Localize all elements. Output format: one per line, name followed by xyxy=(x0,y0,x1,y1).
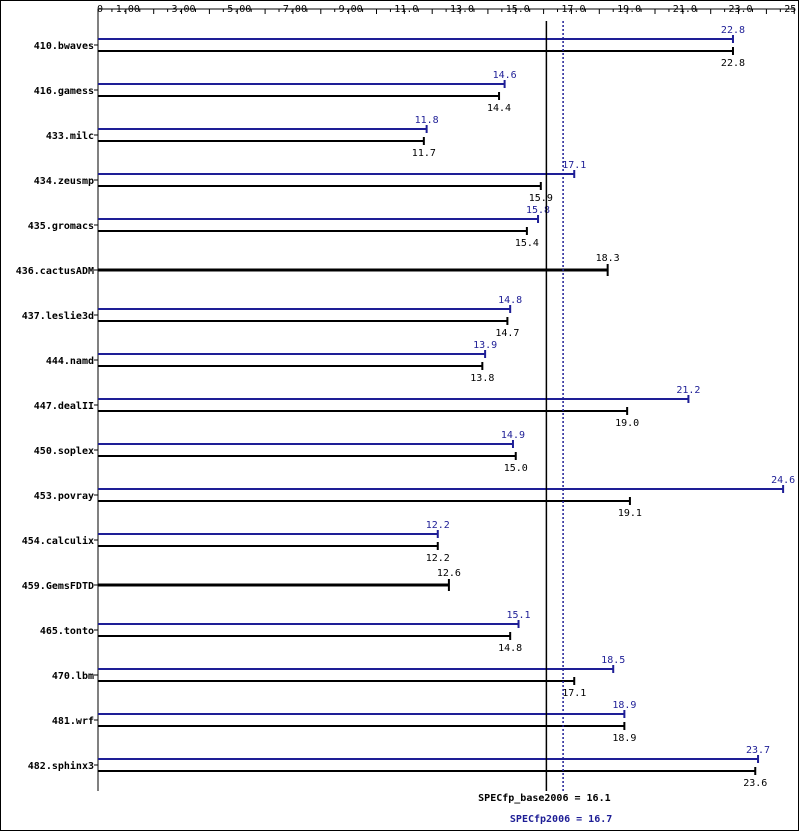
benchmark-label: 444.namd xyxy=(46,356,94,367)
peak-summary-label: SPECfp2006 = 16.7 xyxy=(510,814,612,825)
benchmark-label: 470.lbm xyxy=(52,671,94,682)
base-value-label: 15.4 xyxy=(515,238,539,249)
base-value-label: 23.6 xyxy=(743,778,767,789)
base-value-label: 18.9 xyxy=(612,733,636,744)
x-axis-tick-label: 9.00 xyxy=(339,4,363,15)
x-axis-tick-label: 15.0 xyxy=(506,4,530,15)
peak-value-label: 13.9 xyxy=(473,340,497,351)
peak-value-label: 15.1 xyxy=(506,610,530,621)
benchmark-label: 465.tonto xyxy=(40,626,94,637)
peak-value-label: 17.1 xyxy=(562,160,586,171)
x-axis-tick-label: 13.0 xyxy=(450,4,474,15)
peak-value-label: 15.8 xyxy=(526,205,550,216)
x-axis-tick-label: 3.00 xyxy=(172,4,196,15)
base-value-label: 12.2 xyxy=(426,553,450,564)
x-axis-tick-label: 17.0 xyxy=(561,4,585,15)
benchmark-label: 453.povray xyxy=(34,491,94,502)
benchmark-label: 454.calculix xyxy=(22,535,94,547)
peak-value-label: 12.2 xyxy=(426,520,450,531)
peak-value-label: 14.8 xyxy=(498,295,522,306)
x-axis-tick-label: 19.0 xyxy=(617,4,641,15)
bars: 410.bwaves 22.8 22.8 416.gamess 14.6 14.4 433.… xyxy=(16,25,795,789)
benchmark-label: 450.soplex xyxy=(34,446,94,457)
base-summary-label: SPECfp_base2006 = 16.1 xyxy=(478,793,610,804)
benchmark-label: 410.bwaves xyxy=(34,41,94,52)
x-axis-tick-label: 7.00 xyxy=(283,4,307,15)
benchmark-label: 416.gamess xyxy=(34,86,94,97)
base-value-label: 14.7 xyxy=(495,328,519,339)
benchmark-label: 459.GemsFDTD xyxy=(22,581,94,592)
base-value-label: 11.7 xyxy=(412,148,436,159)
base-value-label: 19.0 xyxy=(615,418,639,429)
peak-value-label: 24.6 xyxy=(771,475,795,486)
x-axis-tick-label: 23.0 xyxy=(729,4,753,15)
peak-value-label: 11.8 xyxy=(415,115,439,126)
base-value-label: 19.1 xyxy=(618,508,642,519)
peak-value-label: 23.7 xyxy=(746,745,770,756)
base-value-label: 14.4 xyxy=(487,103,511,114)
benchmark-label: 436.cactusADM xyxy=(16,266,94,277)
x-axis-tick-label: 1.00 xyxy=(116,4,140,15)
base-value-label: 17.1 xyxy=(562,688,586,699)
base-value-label: 12.6 xyxy=(437,568,461,579)
x-axis-tick-label: 11.0 xyxy=(394,4,418,15)
x-axis-tick-label: 0 xyxy=(97,4,103,15)
benchmark-label: 435.gromacs xyxy=(28,221,94,232)
benchmark-label: 481.wrf xyxy=(52,716,94,727)
x-axis-tick-label: 25.0 xyxy=(784,4,798,15)
base-value-label: 22.8 xyxy=(721,58,745,69)
x-axis-tick-label: 21.0 xyxy=(673,4,697,15)
peak-value-label: 14.6 xyxy=(493,70,517,81)
benchmark-label: 434.zeusmp xyxy=(34,176,94,187)
x-axis-tick-label: 5.00 xyxy=(227,4,251,15)
benchmark-label: 437.leslie3d xyxy=(22,310,94,322)
benchmark-label: 482.sphinx3 xyxy=(28,760,94,772)
peak-value-label: 21.2 xyxy=(676,385,700,396)
peak-value-label: 14.9 xyxy=(501,430,525,441)
base-value-label: 14.8 xyxy=(498,643,522,654)
peak-value-label: 18.5 xyxy=(601,655,625,666)
reference-lines: SPECfp_base2006 = 16.1 SPECfp2006 = 16.7 xyxy=(478,21,612,825)
base-value-label: 13.8 xyxy=(470,373,494,384)
base-value-label: 15.9 xyxy=(529,193,553,204)
x-axis: 0 1.00 3.00 5.00 7.00 9.00 11.0 13.0 15.0 17.0 19.… xyxy=(97,4,798,791)
base-value-label: 18.3 xyxy=(596,253,620,264)
base-value-label: 15.0 xyxy=(504,463,528,474)
benchmark-label: 433.milc xyxy=(46,130,94,142)
peak-value-label: 22.8 xyxy=(721,25,745,36)
benchmark-label: 447.dealII xyxy=(34,401,94,412)
peak-value-label: 18.9 xyxy=(612,700,636,711)
